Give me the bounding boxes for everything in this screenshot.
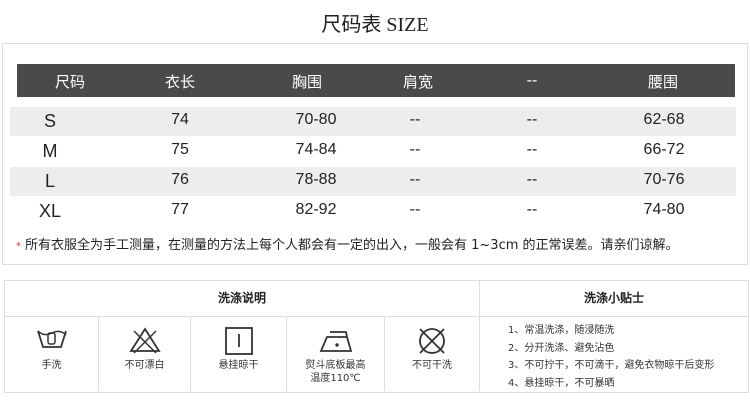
- care-item: 悬挂晾干: [191, 317, 287, 391]
- table-cell: --: [409, 201, 421, 218]
- column-header: 衣长: [164, 73, 196, 91]
- table-cell: 66-72: [643, 141, 685, 158]
- care-label: 不可漂白: [124, 360, 165, 371]
- care-label: 不可干洗: [412, 360, 452, 371]
- care-item: 熨斗底板最高 温度110℃: [287, 317, 385, 391]
- table-cell: M: [42, 141, 58, 161]
- column-header: --: [526, 71, 538, 89]
- table-row: L 76 78-88 -- -- 70-76: [10, 167, 736, 196]
- table-cell: L: [44, 171, 56, 191]
- care-panel: 洗涤说明 洗涤小贴士 手洗 不可漂白 悬挂晾干 熨斗底板最高 温度110℃ 不可干洗: [4, 280, 749, 393]
- star-icon: *: [16, 241, 21, 252]
- table-cell: --: [526, 111, 538, 128]
- table-cell: --: [526, 201, 538, 218]
- care-item: 不可漂白: [99, 317, 191, 391]
- table-cell: XL: [38, 201, 62, 221]
- hang-dry-icon: [224, 327, 253, 355]
- tip-item: 1、常温洗涤，随浸随洗: [508, 325, 615, 336]
- no-dry-clean-icon: [419, 328, 445, 354]
- column-header: 腰围: [647, 73, 679, 91]
- table-cell: S: [43, 111, 57, 131]
- table-row: M 75 74-84 -- -- 66-72: [10, 137, 736, 166]
- care-label: 悬挂晾干: [218, 360, 259, 371]
- table-row: S 74 70-80 -- -- 62-68: [10, 107, 736, 136]
- table-cell: 74-84: [295, 141, 337, 158]
- care-title: 洗涤说明: [5, 281, 480, 317]
- table-cell: 74: [171, 111, 189, 128]
- table-cell: 74-80: [643, 201, 685, 218]
- size-table-frame: [2, 43, 748, 265]
- tip-item: 3、不可拧干，不可滴干，避免衣物晾干后变形: [508, 360, 715, 371]
- measurement-note: * 所有衣服全为手工测量，在测量的方法上每个人都会有一定的出入，一般会有 1~3c…: [16, 234, 679, 253]
- hand-wash-icon: [36, 330, 67, 348]
- table-cell: --: [409, 111, 421, 128]
- table-cell: 78-88: [295, 171, 337, 188]
- size-table-header: 尺码 衣长 胸围 肩宽 -- 腰围: [17, 64, 735, 97]
- column-header: 尺码: [55, 73, 86, 91]
- column-header: 肩宽: [402, 73, 434, 91]
- table-cell: 62-68: [643, 111, 685, 128]
- care-item: 不可干洗: [385, 317, 480, 391]
- tip-item: 2、分开洗涤、避免沾色: [508, 342, 615, 354]
- table-cell: 75: [171, 141, 189, 158]
- table-cell: 70-80: [295, 111, 337, 128]
- table-cell: 77: [171, 201, 189, 218]
- iron-icon: [319, 331, 352, 352]
- table-cell: 70-76: [643, 171, 685, 188]
- table-cell: --: [526, 141, 538, 158]
- column-header: 胸围: [291, 73, 323, 91]
- tips-title: 洗涤小贴士: [480, 281, 748, 317]
- care-label: 手洗: [41, 360, 62, 371]
- tip-item: 4、悬挂晾干，不可暴晒: [508, 377, 615, 389]
- table-row: XL 77 82-92 -- -- 74-80: [10, 197, 736, 226]
- table-cell: --: [409, 171, 421, 188]
- tips-list: 1、常温洗涤，随浸随洗 2、分开洗涤、避免沾色 3、不可拧干，不可滴干，避免衣物晾干…: [508, 322, 714, 392]
- note-text: 所有衣服全为手工测量，在测量的方法上每个人都会有一定的出入，一般会有 1~3cm…: [25, 238, 679, 253]
- table-cell: --: [409, 141, 421, 158]
- care-label: 熨斗底板最高 温度110℃: [305, 360, 366, 384]
- page-title: 尺码表 SIZE: [321, 14, 429, 36]
- table-cell: 82-92: [295, 201, 337, 218]
- table-cell: 76: [171, 171, 189, 188]
- no-bleach-icon: [128, 327, 161, 354]
- care-item: 手洗: [5, 317, 99, 391]
- table-cell: --: [526, 171, 538, 188]
